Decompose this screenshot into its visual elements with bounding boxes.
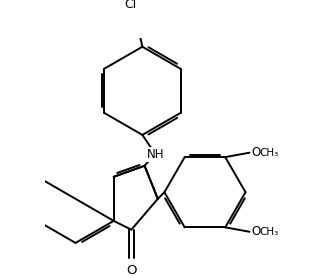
Text: O: O xyxy=(251,225,260,238)
Text: Cl: Cl xyxy=(124,0,137,11)
Text: O: O xyxy=(126,264,137,277)
Text: CH₃: CH₃ xyxy=(259,227,278,237)
Text: O: O xyxy=(251,146,260,159)
Text: NH: NH xyxy=(147,148,164,161)
Text: CH₃: CH₃ xyxy=(259,148,278,158)
